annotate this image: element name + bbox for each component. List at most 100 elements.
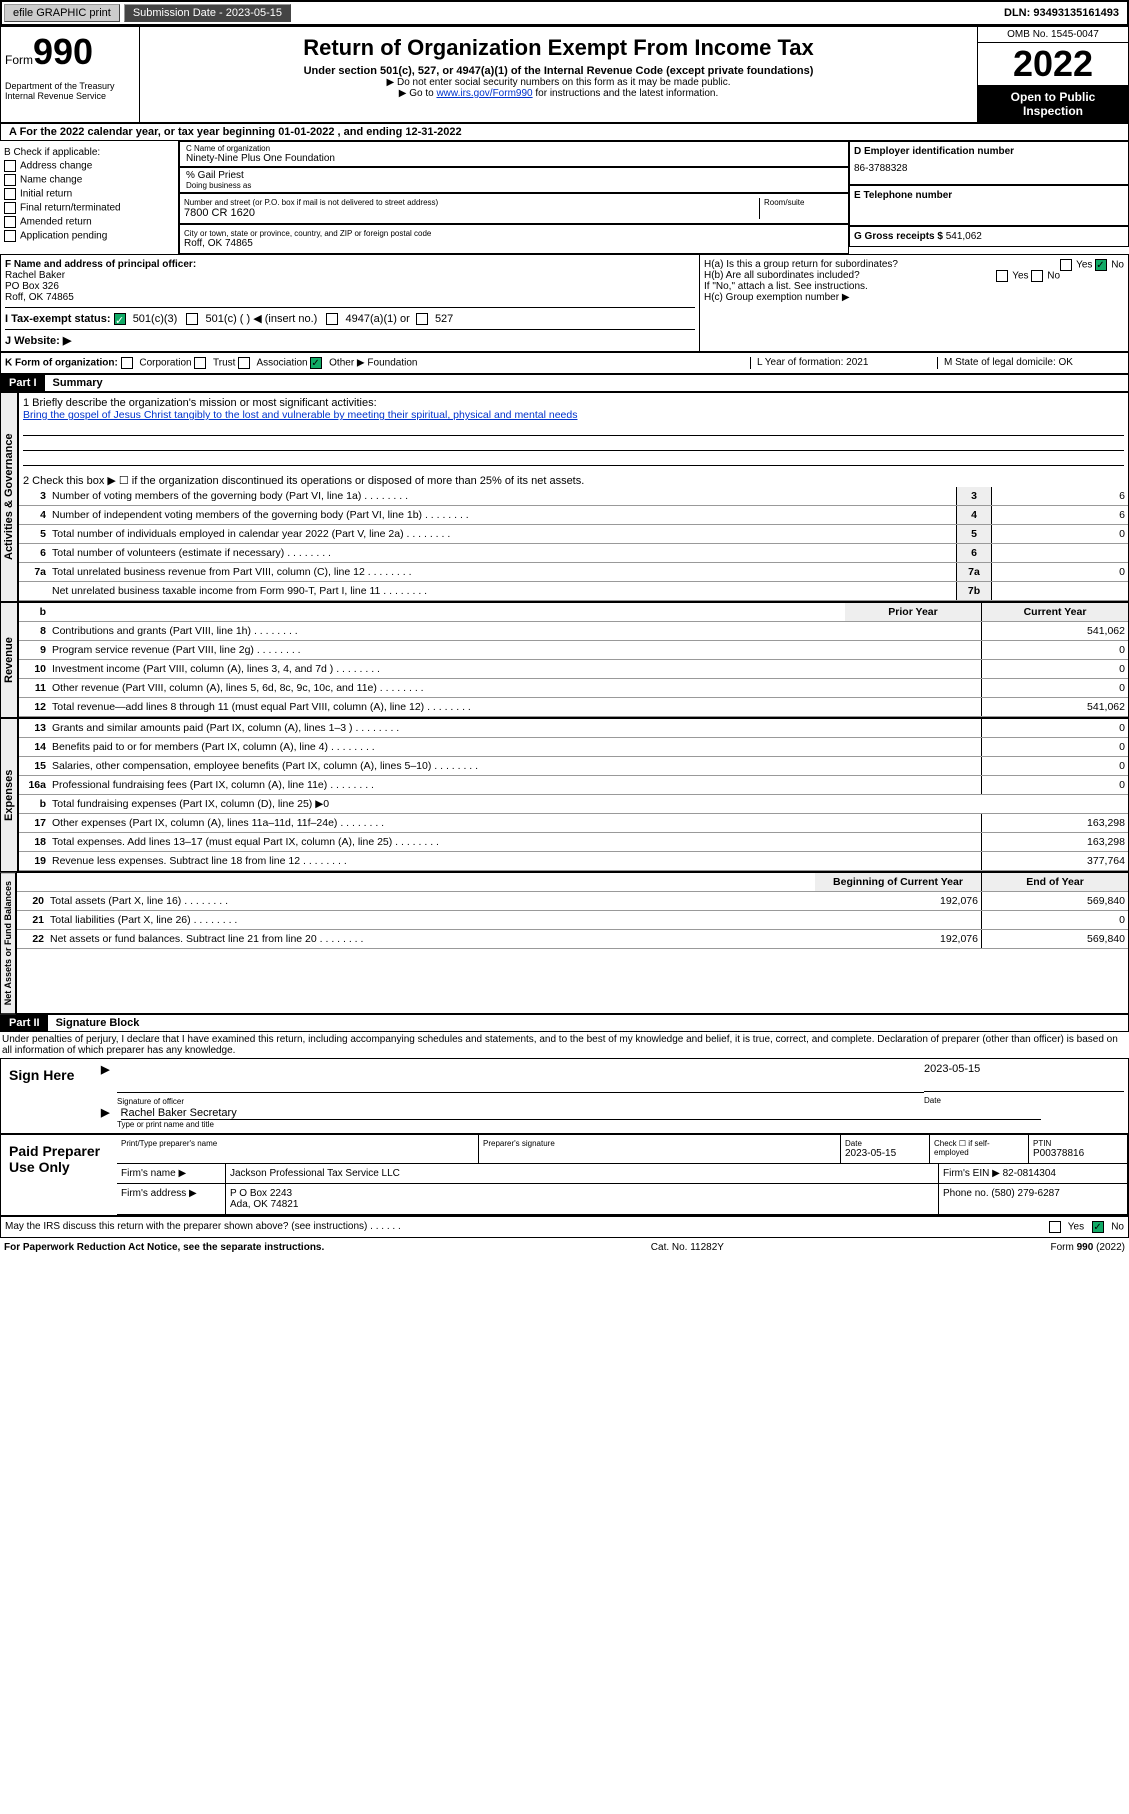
netassets-line: 22Net assets or fund balances. Subtract … — [17, 930, 1128, 949]
chk-hb-yes[interactable] — [996, 270, 1008, 282]
opt-other: Other ▶ — [329, 358, 364, 369]
chk-527[interactable] — [416, 313, 428, 325]
chk-amended[interactable] — [4, 216, 16, 228]
chk-address-change[interactable] — [4, 160, 16, 172]
activity-line: 3Number of voting members of the governi… — [19, 487, 1128, 506]
opt-501c3: 501(c)(3) — [133, 313, 178, 325]
form-header: Form990 Department of the Treasury Inter… — [0, 26, 1129, 123]
sig-officer-label: Signature of officer — [117, 1097, 924, 1106]
form-subtitle: Under section 501(c), 527, or 4947(a)(1)… — [144, 65, 973, 77]
sig-date-line — [924, 1079, 1124, 1092]
sig-name-label: Type or print name and title — [117, 1120, 1124, 1129]
form-org-label: K Form of organization: — [5, 358, 118, 369]
footer-left: For Paperwork Reduction Act Notice, see … — [4, 1242, 324, 1253]
paid-h5: PTIN — [1033, 1139, 1123, 1148]
mission-line2 — [23, 421, 1124, 436]
street-label: Number and street (or P.O. box if mail i… — [184, 198, 759, 207]
na-thead-n — [17, 873, 47, 879]
firm-ein-label: Firm's EIN ▶ — [943, 1168, 1000, 1179]
chk-final-return[interactable] — [4, 202, 16, 214]
expense-line: 17Other expenses (Part IX, column (A), l… — [19, 814, 1128, 833]
ein-value: 86-3788328 — [854, 157, 1124, 180]
activity-line: 6Total number of volunteers (estimate if… — [19, 544, 1128, 563]
may-discuss-text: May the IRS discuss this return with the… — [5, 1221, 367, 1232]
part2-header: Part II Signature Block — [0, 1014, 1129, 1032]
chk-discuss-no[interactable]: ✓ — [1092, 1221, 1104, 1233]
chk-4947[interactable] — [326, 313, 338, 325]
activity-line: 7aTotal unrelated business revenue from … — [19, 563, 1128, 582]
hb-no: No — [1047, 271, 1060, 282]
hc-label: H(c) Group exemption number ▶ — [704, 292, 1124, 303]
form-word: Form — [5, 53, 33, 67]
revenue-line: 12Total revenue—add lines 8 through 11 (… — [19, 698, 1128, 717]
paid-date: 2023-05-15 — [845, 1148, 925, 1159]
org-name: Ninety-Nine Plus One Foundation — [186, 153, 842, 164]
paid-label: Paid Preparer Use Only — [1, 1135, 117, 1215]
sig-date-label: Date — [924, 1096, 1124, 1105]
activities-vlabel: Activities & Governance — [0, 392, 18, 602]
dba-label: Doing business as — [186, 181, 842, 190]
chk-assoc[interactable] — [238, 357, 250, 369]
omb-number: OMB No. 1545-0047 — [978, 27, 1128, 43]
year-formation: L Year of formation: 2021 — [750, 357, 937, 369]
part1-header: Part I Summary — [0, 374, 1129, 392]
col-b-checkboxes: B Check if applicable: Address change Na… — [0, 141, 179, 254]
activity-line: 4Number of independent voting members of… — [19, 506, 1128, 525]
officer-city: Roff, OK 74865 — [5, 292, 74, 303]
activity-line: Net unrelated business taxable income fr… — [19, 582, 1128, 601]
rev-thead-spacer — [49, 603, 845, 609]
netassets-vlabel: Net Assets or Fund Balances — [0, 872, 16, 1014]
chk-ha-no[interactable]: ✓ — [1095, 259, 1107, 271]
paid-h2: Preparer's signature — [483, 1139, 836, 1148]
tax-year: 2022 — [978, 43, 1128, 86]
inspection-badge: Open to Public Inspection — [978, 86, 1128, 122]
state-domicile: M State of legal domicile: OK — [937, 357, 1124, 369]
hb-yes: Yes — [1012, 271, 1028, 282]
chk-initial-return[interactable] — [4, 188, 16, 200]
opt-4947: 4947(a)(1) or — [346, 313, 410, 325]
na-thead-curr: End of Year — [981, 873, 1128, 891]
chk-name-change[interactable] — [4, 174, 16, 186]
col-de-right: D Employer identification number 86-3788… — [849, 141, 1129, 254]
expense-line: 13Grants and similar amounts paid (Part … — [19, 719, 1128, 738]
opt-527: 527 — [435, 313, 453, 325]
phone-label: E Telephone number — [854, 190, 1124, 201]
na-thead-spacer — [47, 873, 815, 879]
chk-app-pending[interactable] — [4, 230, 16, 242]
ein-label: D Employer identification number — [854, 146, 1124, 157]
line2-text: 2 Check this box ▶ ☐ if the organization… — [19, 470, 1128, 487]
ha-label: H(a) Is this a group return for subordin… — [704, 259, 898, 270]
room-label: Room/suite — [759, 198, 844, 219]
chk-trust[interactable] — [194, 357, 206, 369]
expense-line: 19Revenue less expenses. Subtract line 1… — [19, 852, 1128, 871]
org-name-label: C Name of organization — [186, 144, 842, 153]
expenses-section: Expenses 13Grants and similar amounts pa… — [0, 718, 1129, 872]
lbl-app-pending: Application pending — [20, 231, 107, 242]
chk-other[interactable]: ✓ — [310, 357, 322, 369]
chk-ha-yes[interactable] — [1060, 259, 1072, 271]
chk-hb-no[interactable] — [1031, 270, 1043, 282]
part1-badge: Part I — [1, 375, 45, 391]
col-c-org-info: C Name of organization Ninety-Nine Plus … — [179, 141, 849, 254]
section-bcdeg: B Check if applicable: Address change Na… — [0, 141, 1129, 254]
declaration-text: Under penalties of perjury, I declare th… — [0, 1032, 1129, 1058]
line1-label: 1 Briefly describe the organization's mi… — [23, 397, 1124, 409]
part1-title: Summary — [45, 375, 111, 391]
part2-title: Signature Block — [48, 1015, 148, 1031]
efile-button[interactable]: efile GRAPHIC print — [4, 4, 120, 22]
city-label: City or town, state or province, country… — [184, 229, 844, 238]
may-discuss-row: May the IRS discuss this return with the… — [0, 1216, 1129, 1238]
chk-501c[interactable] — [186, 313, 198, 325]
gross-receipts-label: G Gross receipts $ — [854, 231, 943, 242]
irs-link[interactable]: www.irs.gov/Form990 — [436, 88, 532, 99]
lbl-initial-return: Initial return — [20, 189, 72, 200]
officer-po: PO Box 326 — [5, 281, 59, 292]
chk-discuss-yes[interactable] — [1049, 1221, 1061, 1233]
form-number: 990 — [33, 31, 93, 72]
street-value: 7800 CR 1620 — [184, 207, 759, 219]
mission-line4 — [23, 451, 1124, 466]
chk-501c3[interactable]: ✓ — [114, 313, 126, 325]
chk-corp[interactable] — [121, 357, 133, 369]
submission-date-button[interactable]: Submission Date - 2023-05-15 — [124, 4, 291, 22]
note2-post: for instructions and the latest informat… — [533, 88, 719, 99]
